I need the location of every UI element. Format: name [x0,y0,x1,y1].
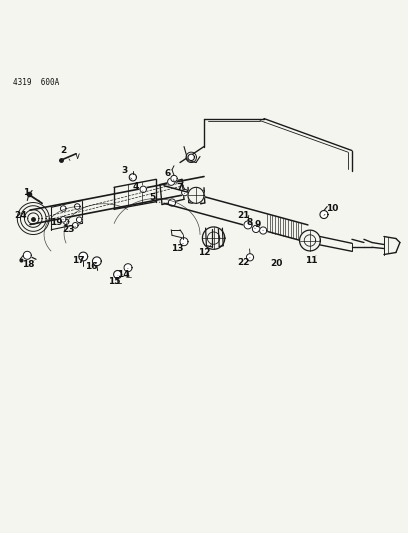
Text: 4: 4 [133,182,139,191]
Polygon shape [168,178,175,185]
Polygon shape [202,227,225,249]
Text: 5: 5 [149,193,155,202]
Polygon shape [140,186,146,192]
Text: 8: 8 [246,218,252,227]
Text: 17: 17 [72,256,84,265]
Polygon shape [253,225,259,232]
Text: 3: 3 [121,166,127,175]
Text: 6: 6 [164,169,170,178]
Polygon shape [73,222,78,228]
Text: 23: 23 [62,225,74,234]
Text: 16: 16 [85,262,98,271]
Polygon shape [171,175,177,182]
Text: 19: 19 [50,218,62,227]
Polygon shape [93,257,101,265]
Polygon shape [63,219,69,224]
Polygon shape [246,254,254,261]
Text: 13: 13 [171,244,183,253]
Text: 12: 12 [198,248,210,257]
Text: 11: 11 [305,256,317,265]
Polygon shape [244,221,252,229]
Polygon shape [60,206,66,211]
Text: 9: 9 [255,220,261,229]
Polygon shape [74,204,80,209]
Polygon shape [259,227,267,234]
Polygon shape [188,154,194,160]
Text: 7: 7 [177,183,183,192]
Polygon shape [180,238,188,246]
Polygon shape [129,174,136,181]
Polygon shape [23,251,31,259]
Text: 21: 21 [237,211,249,220]
Polygon shape [114,271,122,279]
Text: 18: 18 [22,260,34,269]
Polygon shape [169,199,175,206]
Text: 4319  600A: 4319 600A [13,78,59,87]
Polygon shape [79,252,88,261]
Text: 20: 20 [270,259,282,268]
Polygon shape [299,230,320,251]
Polygon shape [76,217,82,222]
Polygon shape [320,211,328,219]
Text: 14: 14 [117,270,130,279]
Polygon shape [60,216,66,222]
Polygon shape [188,187,204,203]
Text: 10: 10 [326,204,338,213]
Text: 2: 2 [60,146,67,155]
Text: 24: 24 [14,211,27,220]
Text: 1: 1 [23,188,29,197]
Polygon shape [124,264,132,272]
Text: 15: 15 [108,277,120,286]
Polygon shape [182,189,188,196]
Text: 22: 22 [238,258,250,267]
